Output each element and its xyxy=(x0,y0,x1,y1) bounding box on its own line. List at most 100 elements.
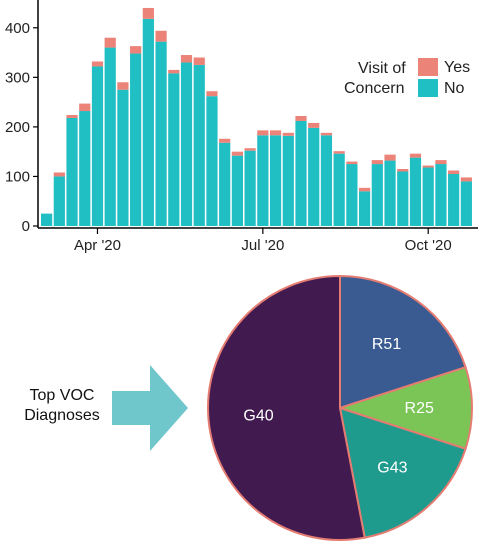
bar-no xyxy=(397,171,409,226)
bar-no xyxy=(448,173,460,226)
bar-yes xyxy=(448,170,460,174)
y-ticks-group: 0 100 200 300 400 xyxy=(5,20,38,235)
x-ticks-group: Apr '20 Jul '20 Oct '20 xyxy=(74,228,452,254)
bar-no xyxy=(91,66,104,226)
legend-title-line2: Concern xyxy=(344,80,404,97)
bar-no xyxy=(371,164,383,226)
legend-label-no: No xyxy=(444,80,465,97)
bar-yes xyxy=(460,177,472,182)
bar-no xyxy=(231,155,243,226)
y-tick-label: 100 xyxy=(5,168,30,185)
bar-no xyxy=(142,18,154,227)
bar-yes xyxy=(320,132,333,136)
bar-no xyxy=(206,96,218,226)
right-arrow-icon xyxy=(112,365,188,451)
pie-slice-r25 xyxy=(336,365,473,451)
bar-no xyxy=(422,167,434,226)
bar-no xyxy=(168,73,180,226)
bar-no xyxy=(346,164,358,226)
bar-yes xyxy=(193,57,205,65)
legend: Visit of Concern Yes No xyxy=(344,58,470,97)
bar-no xyxy=(66,117,78,226)
legend-label-yes: Yes xyxy=(444,59,470,76)
bar-yes xyxy=(130,46,142,54)
bar-no xyxy=(409,157,422,226)
bar-yes xyxy=(435,160,447,165)
legend-title-line1: Visit of xyxy=(358,60,406,77)
legend-swatch-no xyxy=(418,79,438,97)
bar-yes xyxy=(269,130,282,136)
bar-yes xyxy=(409,153,422,158)
bar-yes xyxy=(219,138,231,143)
y-tick-label: 300 xyxy=(5,69,30,86)
pie-slices-group xyxy=(207,274,473,541)
bar-yes xyxy=(282,132,294,136)
bar-no xyxy=(130,53,142,227)
bar-yes xyxy=(142,7,154,19)
bar-yes xyxy=(244,148,256,151)
bar-no xyxy=(269,135,282,226)
bar-yes xyxy=(346,161,358,165)
pie-slice-r51 xyxy=(339,274,467,410)
bar-yes xyxy=(397,169,409,172)
bar-no xyxy=(79,111,91,226)
bar-yes xyxy=(53,172,65,177)
pie-slice-g43 xyxy=(338,406,467,539)
caption-line1: Top VOC xyxy=(29,387,95,404)
bar-no xyxy=(104,47,116,226)
bar-yes xyxy=(180,55,193,63)
pie-label-g43: G43 xyxy=(377,459,407,476)
bar-no xyxy=(308,127,320,226)
bar-yes xyxy=(155,30,167,42)
bar-yes xyxy=(308,122,320,128)
bar-yes xyxy=(422,165,434,168)
bar-no xyxy=(180,62,193,226)
bar-no xyxy=(384,160,396,226)
bar-no xyxy=(41,213,53,226)
bar-no xyxy=(282,135,294,226)
bar-no xyxy=(435,164,447,226)
bar-yes xyxy=(371,160,383,165)
bar-no xyxy=(460,181,472,226)
bar-yes xyxy=(359,187,371,192)
bar-yes xyxy=(206,91,218,97)
bar-no xyxy=(117,89,129,226)
y-tick-label: 200 xyxy=(5,119,30,136)
y-tick-label: 400 xyxy=(5,20,30,37)
bar-chart: 0 100 200 300 400 Apr '20 Jul '20 Oct '20 Visi… xyxy=(5,0,478,254)
pie-label-g40: G40 xyxy=(243,408,273,425)
bar-yes xyxy=(333,151,345,154)
bars-group xyxy=(41,7,472,227)
bar-yes xyxy=(231,151,243,156)
bar-yes xyxy=(104,37,116,48)
bar-no xyxy=(193,64,205,226)
bar-no xyxy=(257,135,269,226)
pie-slice-g40 xyxy=(207,274,366,541)
bar-yes xyxy=(66,114,78,118)
bar-no xyxy=(333,153,345,226)
bar-yes xyxy=(91,61,104,67)
bar-no xyxy=(244,150,256,226)
bar-yes xyxy=(257,130,269,136)
legend-swatch-yes xyxy=(418,58,438,76)
bar-yes xyxy=(295,115,307,121)
caption: Top VOC Diagnoses xyxy=(12,386,112,426)
bar-yes xyxy=(168,69,180,74)
x-tick-label: Jul '20 xyxy=(241,237,284,254)
pie-label-r25: R25 xyxy=(405,400,434,417)
bar-no xyxy=(155,41,167,226)
bar-yes xyxy=(384,154,396,161)
pie-label-r51: R51 xyxy=(372,336,401,353)
x-tick-label: Apr '20 xyxy=(74,237,121,254)
bar-no xyxy=(295,120,307,226)
bar-no xyxy=(320,135,333,226)
bar-no xyxy=(219,142,231,226)
pie-labels-group: R51 R25 G43 G40 xyxy=(243,336,434,476)
bar-yes xyxy=(117,82,129,90)
bar-no xyxy=(359,191,371,226)
x-tick-label: Oct '20 xyxy=(405,237,452,254)
bar-no xyxy=(53,176,65,226)
caption-line2: Diagnoses xyxy=(24,407,100,424)
bar-yes xyxy=(79,103,91,112)
